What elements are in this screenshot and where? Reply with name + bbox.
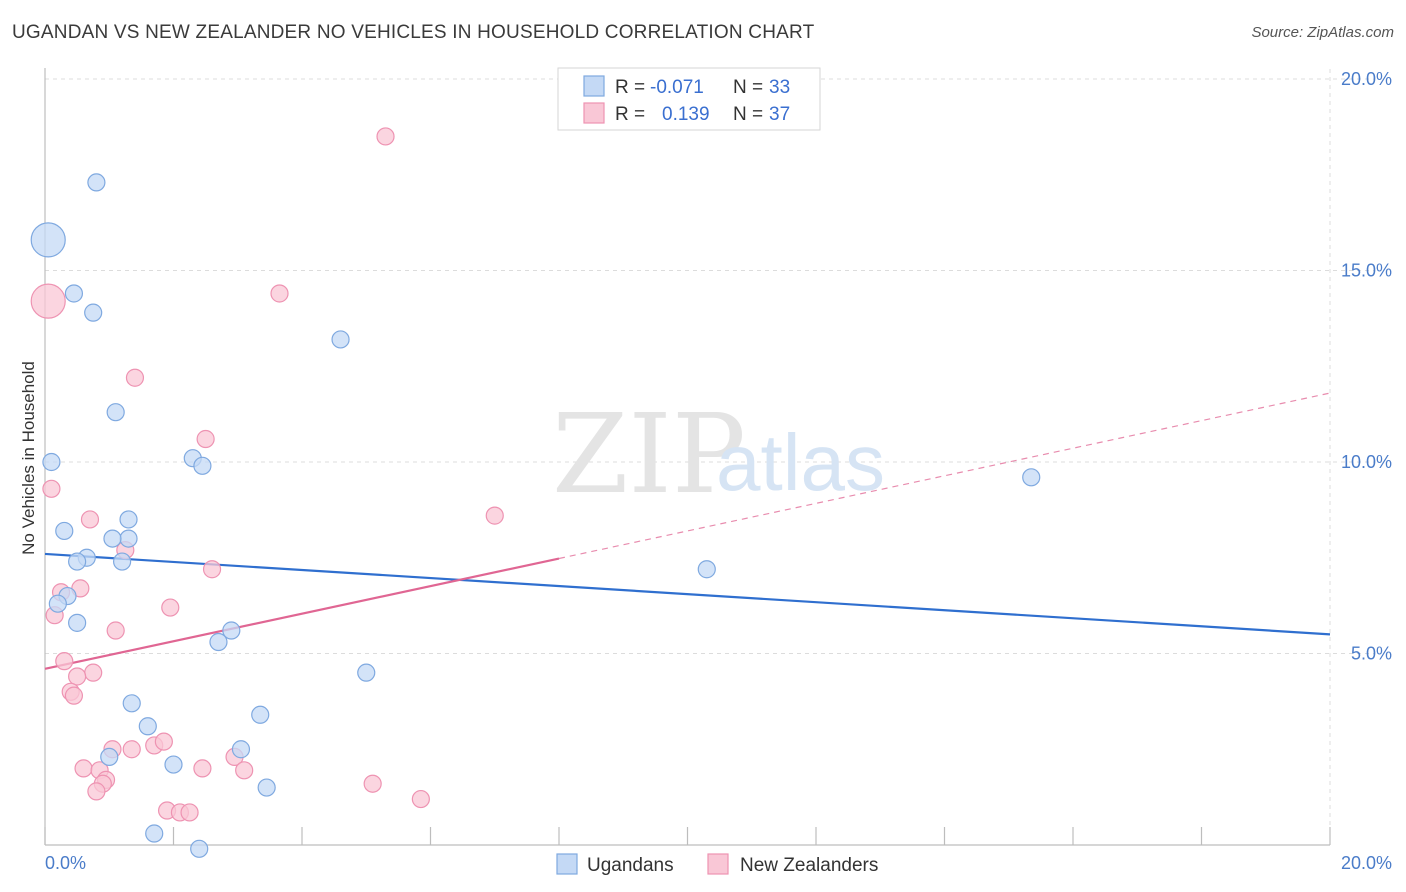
point-new-zealander <box>193 759 212 778</box>
point-new-zealander <box>74 759 93 778</box>
legend-n-value-1: 33 <box>769 77 790 98</box>
series-legend-ugandans: Ugandans <box>587 855 674 876</box>
point-ugandan <box>193 456 212 475</box>
point-ugandan <box>1022 468 1041 487</box>
point-ugandan <box>231 740 251 759</box>
legend-swatch-new-zealanders <box>583 102 605 124</box>
y-tick-label: 5.0% <box>1351 644 1392 664</box>
point-ugandan <box>138 717 157 736</box>
point-ugandan <box>357 663 376 682</box>
chart-title: UGANDAN VS NEW ZEALANDER NO VEHICLES IN … <box>12 22 815 43</box>
tick-labels: 5.0% 10.0% 15.0% 20.0% 0.0% 20.0% <box>45 69 1392 873</box>
point-ugandan <box>84 303 103 322</box>
point-ugandan <box>164 755 183 774</box>
legend-n-label-1: N = <box>733 77 763 98</box>
point-new-zealander <box>270 284 289 303</box>
series-legend-new-zealanders: New Zealanders <box>740 855 878 876</box>
point-ugandan <box>119 529 138 548</box>
trend-lines <box>44 392 1331 670</box>
point-new-zealander <box>68 667 87 686</box>
point-new-zealander <box>154 732 173 751</box>
point-new-zealander <box>363 774 382 793</box>
point-new-zealander <box>376 127 395 146</box>
point-ugandan <box>103 529 122 548</box>
point-new-zealander <box>202 560 222 579</box>
point-new-zealander <box>161 598 180 617</box>
point-new-zealander <box>106 621 125 640</box>
series-legend-swatch-ugandans <box>556 853 578 875</box>
legend-r-label-1: R = <box>615 77 645 98</box>
y-tick-label: 10.0% <box>1341 452 1392 472</box>
point-ugandan <box>222 621 241 640</box>
point-ugandan <box>145 824 164 843</box>
series-legend-swatch-new-zealanders <box>707 853 729 875</box>
series-legend: Ugandans New Zealanders <box>556 853 878 876</box>
point-new-zealander <box>235 761 254 780</box>
point-new-zealander <box>485 506 504 525</box>
x-tick-label: 0.0% <box>45 853 86 873</box>
point-new-zealander <box>122 740 141 759</box>
y-axis-label: No Vehicles in Household <box>19 361 38 555</box>
data-points <box>30 127 1041 858</box>
point-ugandan <box>251 705 270 724</box>
watermark: ZIP atlas <box>552 390 885 518</box>
point-ugandan <box>87 173 106 192</box>
trend-line-new-zealander <box>44 557 560 670</box>
point-ugandan <box>64 284 84 303</box>
legend-swatch-ugandans <box>583 75 605 97</box>
point-ugandan <box>190 839 209 858</box>
legend-n-value-2: 37 <box>769 104 790 125</box>
point-ugandan <box>331 330 350 349</box>
trend-line-ugandan <box>44 552 1331 636</box>
y-tick-label: 15.0% <box>1341 261 1392 281</box>
y-tick-label: 20.0% <box>1341 69 1392 89</box>
point-new-zealander <box>30 283 66 319</box>
point-ugandan <box>48 594 67 613</box>
point-ugandan <box>122 694 141 713</box>
correlation-legend: R = -0.071 N = 33 R = 0.139 N = 37 <box>557 67 821 131</box>
point-new-zealander <box>411 789 430 809</box>
point-ugandan <box>697 560 716 579</box>
point-ugandan <box>119 510 138 529</box>
legend-r-label-2: R = <box>615 104 645 125</box>
point-new-zealander <box>80 510 100 529</box>
point-ugandan <box>209 632 228 652</box>
point-ugandan <box>68 552 87 571</box>
point-new-zealander <box>84 663 103 682</box>
point-ugandan <box>106 403 125 422</box>
point-ugandan <box>68 613 87 632</box>
legend-r-value-2: 0.139 <box>662 104 710 125</box>
watermark-zip-text: ZIP <box>552 390 746 518</box>
point-new-zealander <box>180 803 199 822</box>
watermark-atlas-text: atlas <box>716 418 885 507</box>
legend-r-value-1: -0.071 <box>650 77 704 98</box>
point-new-zealander <box>64 686 84 705</box>
source-label: Source: ZipAtlas.com <box>1251 24 1394 41</box>
point-new-zealander <box>42 479 61 498</box>
x-tick-label: 20.0% <box>1341 853 1392 873</box>
point-ugandan <box>42 452 61 472</box>
point-new-zealander <box>196 429 215 449</box>
point-new-zealander <box>125 368 145 387</box>
point-ugandan <box>30 222 66 258</box>
point-ugandan <box>55 521 74 541</box>
point-new-zealander <box>55 652 74 671</box>
legend-n-label-2: N = <box>733 104 763 125</box>
point-ugandan <box>257 778 276 797</box>
point-ugandan <box>112 552 132 571</box>
point-new-zealander <box>87 782 106 801</box>
point-ugandan <box>100 747 119 767</box>
